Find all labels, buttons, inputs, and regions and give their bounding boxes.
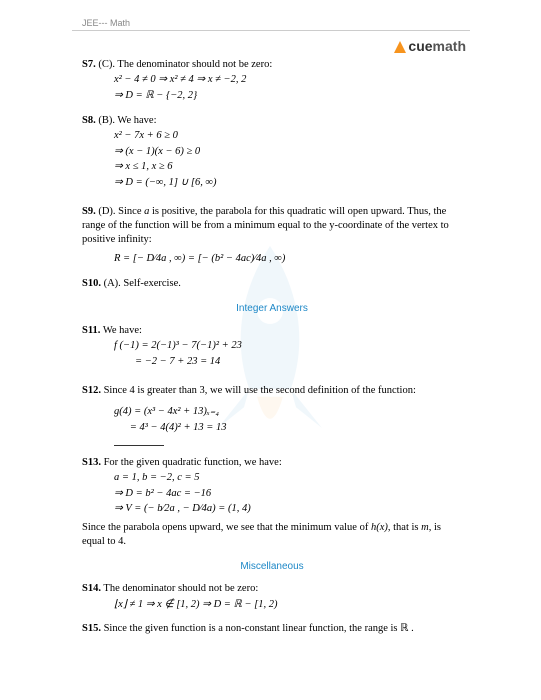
- s13-tail1: Since the parabola opens upward, we see …: [82, 522, 371, 533]
- s15-text: Since the given function is a non-consta…: [104, 623, 414, 634]
- s7-label: S7.: [82, 59, 96, 70]
- s8-math1: x² − 7x + 6 ≥ 0: [114, 128, 462, 144]
- s13-label: S13.: [82, 457, 101, 468]
- s12-math1: g(4) = (x³ − 4x² + 13)ₓ₌₄: [114, 404, 462, 420]
- problem-s8: S8. (B). We have: x² − 7x + 6 ≥ 0 ⇒ (x −…: [82, 114, 462, 191]
- s7-math1: x² − 4 ≠ 0 ⇒ x² ≠ 4 ⇒ x ≠ −2, 2: [114, 72, 462, 88]
- s7-text: The denominator should not be zero:: [117, 59, 272, 70]
- s11-text: We have:: [103, 325, 142, 336]
- s10-text: Self-exercise.: [123, 278, 180, 289]
- brand-logo: cuemath: [394, 38, 466, 54]
- s8-text: We have:: [117, 115, 156, 126]
- problem-s12: S12. Since 4 is greater than 3, we will …: [82, 384, 462, 446]
- section-miscellaneous: Miscellaneous: [82, 561, 462, 572]
- s7-answer: (C).: [98, 59, 115, 70]
- s15-label: S15.: [82, 623, 101, 634]
- s8-answer: (B).: [98, 115, 115, 126]
- logo-part2: math: [433, 38, 466, 54]
- s12-label: S12.: [82, 385, 101, 396]
- s11-math2: = −2 − 7 + 23 = 14: [114, 354, 462, 370]
- s8-math3: ⇒ x ≤ 1, x ≥ 6: [114, 159, 462, 175]
- s13-math1: a = 1, b = −2, c = 5: [114, 470, 462, 486]
- s10-answer: (A).: [104, 278, 121, 289]
- problem-s10: S10. (A). Self-exercise.: [82, 277, 462, 291]
- logo-part1: cue: [408, 38, 432, 54]
- s11-math1: f (−1) = 2(−1)³ − 7(−1)² + 23: [114, 338, 462, 354]
- s10-label: S10.: [82, 278, 101, 289]
- s7-math2: ⇒ D = ℝ − {−2, 2}: [114, 88, 462, 104]
- s8-math4: ⇒ D = (−∞, 1] ∪ [6, ∞): [114, 175, 462, 191]
- s12-text: Since 4 is greater than 3, we will use t…: [104, 385, 416, 396]
- s8-math2: ⇒ (x − 1)(x − 6) ≥ 0: [114, 144, 462, 160]
- s9-label: S9.: [82, 206, 96, 217]
- problem-s9: S9. (D). Since a is positive, the parabo…: [82, 205, 462, 267]
- s9-text1: Since: [118, 206, 144, 217]
- s11-label: S11.: [82, 325, 100, 336]
- problem-s7: S7. (C). The denominator should not be z…: [82, 58, 462, 104]
- section-integer-answers: Integer Answers: [82, 303, 462, 314]
- s13-math2: ⇒ D = b² − 4ac = −16: [114, 486, 462, 502]
- s14-label: S14.: [82, 583, 101, 594]
- s12-blank: [114, 438, 164, 446]
- header-divider: [72, 30, 470, 31]
- s13-text: For the given quadratic function, we hav…: [104, 457, 282, 468]
- problem-s13: S13. For the given quadratic function, w…: [82, 456, 462, 550]
- page-header: JEE--- Math: [82, 18, 130, 28]
- s9-math1: R = [− D⁄4a , ∞) = [− (b² − 4ac)⁄4a , ∞): [114, 251, 462, 267]
- s14-math1: ⌊x⌋ ≠ 1 ⇒ x ∉ [1, 2) ⇒ D = ℝ − [1, 2): [114, 597, 462, 613]
- s14-text: The denominator should not be zero:: [103, 583, 258, 594]
- problem-s11: S11. We have: f (−1) = 2(−1)³ − 7(−1)² +…: [82, 324, 462, 370]
- page-content: S7. (C). The denominator should not be z…: [82, 58, 462, 646]
- s8-label: S8.: [82, 115, 96, 126]
- rocket-icon: [394, 41, 406, 53]
- s13-m: m: [421, 522, 429, 533]
- s13-hx: h(x): [371, 522, 388, 533]
- s12-math2: = 4³ − 4(4)² + 13 = 13: [114, 420, 462, 436]
- s13-tail: Since the parabola opens upward, we see …: [82, 521, 462, 549]
- s13-math3: ⇒ V = (− b⁄2a , − D⁄4a) = (1, 4): [114, 501, 462, 517]
- problem-s14: S14. The denominator should not be zero:…: [82, 582, 462, 612]
- s9-answer: (D).: [98, 206, 115, 217]
- s13-tail2: , that is: [388, 522, 421, 533]
- problem-s15: S15. Since the given function is a non-c…: [82, 622, 462, 636]
